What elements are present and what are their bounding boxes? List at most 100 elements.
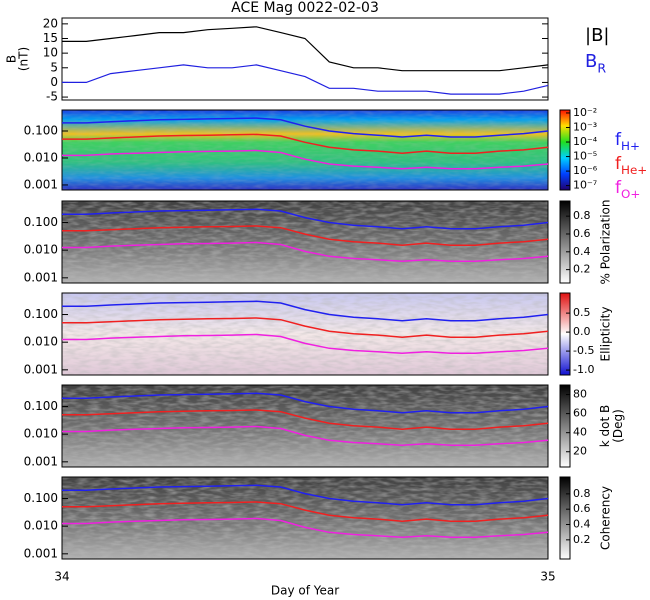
frequency-line	[62, 425, 549, 446]
y-tick-label: 0.010	[24, 150, 58, 164]
plot-frame	[61, 292, 549, 376]
colorbar-tick-label: 10⁻⁷	[573, 179, 597, 192]
plot-frame	[61, 476, 549, 560]
legend-label: fO+	[615, 178, 640, 200]
legend-label: |B|	[585, 25, 609, 46]
colorbar-tick-label: 0.6	[573, 502, 591, 515]
colorbar-tick-label: 0.2	[573, 263, 591, 276]
frequency-line	[62, 392, 549, 414]
plot-frame	[61, 200, 549, 284]
y-tick-label: 0.010	[24, 427, 58, 441]
colorbar-label: (Deg)	[611, 409, 625, 443]
frequency-line	[62, 117, 549, 138]
colorbar-tick-label: 0.6	[573, 227, 591, 240]
spectrogram-texture	[62, 201, 548, 283]
legend-subscript: R	[597, 60, 606, 75]
y-tick-label: -5	[46, 90, 58, 104]
y-tick-label: 0.100	[24, 215, 58, 229]
y-tick-label: 15	[43, 31, 58, 45]
y-tick-label: 0.100	[24, 307, 58, 321]
colorbar-label: % Polarization	[599, 200, 613, 285]
colorbar-tick-label: 10⁻⁴	[573, 135, 598, 148]
colorbar-tick-label: 0.8	[573, 487, 591, 500]
spectrogram-texture	[62, 477, 548, 559]
y-tick-label: 0.001	[24, 546, 58, 560]
frequency-line	[62, 300, 549, 322]
frequency-line	[62, 241, 549, 262]
frequency-line	[62, 517, 549, 538]
y-tick-label: 0.010	[24, 335, 58, 349]
y-tick-label: 0.001	[24, 362, 58, 376]
y-tick-label: 20	[43, 16, 58, 30]
frequency-line	[62, 333, 549, 354]
spectrogram-texture	[62, 385, 548, 467]
colorbar-tick-label: 10⁻⁵	[573, 150, 597, 163]
legend-label: fH+	[615, 130, 640, 152]
series-line	[62, 64, 549, 95]
y-tick-label: 5	[50, 60, 58, 74]
colorbar-tick-label: -1.0	[573, 363, 594, 376]
y-tick-label: 0.100	[24, 399, 58, 413]
chart-title: ACE Mag 0022-02-03	[231, 0, 379, 16]
frequency-line	[62, 133, 549, 154]
frequency-line	[62, 208, 549, 230]
y-tick-label: 10	[43, 46, 58, 60]
x-axis-label: Day of Year	[271, 584, 339, 598]
legend-name: f	[615, 130, 622, 150]
colorbar-tick-label: 0.2	[573, 533, 591, 546]
frequency-line	[62, 149, 549, 170]
frequency-line	[62, 225, 549, 247]
legend-name: |B|	[585, 25, 609, 46]
colorbar	[559, 292, 571, 376]
legend-subscript: He+	[621, 162, 647, 176]
colorbar-label: Ellipticity	[599, 307, 613, 362]
colorbar-tick-label: 10⁻²	[573, 106, 597, 119]
spectrogram-texture	[62, 110, 548, 190]
legend-label: BR	[585, 51, 606, 75]
legend-name: B	[585, 51, 597, 72]
y-tick-label: 0.001	[24, 270, 58, 284]
colorbar-tick-label: 80	[573, 388, 587, 401]
spectrogram-texture	[62, 293, 548, 375]
series-line	[62, 26, 549, 72]
y-axis-label: (nT)	[17, 47, 31, 71]
x-tick-label: 34	[54, 570, 69, 584]
y-tick-label: 0.010	[24, 519, 58, 533]
colorbar-label: k dot B	[598, 405, 612, 447]
legend-subscript: H+	[621, 138, 640, 152]
y-tick-label: 0.010	[24, 243, 58, 257]
colorbar-tick-label: 10⁻³	[573, 120, 597, 133]
colorbar-tick-label: 60	[573, 407, 587, 420]
y-tick-label: 0.100	[24, 491, 58, 505]
colorbar-tick-label: 10⁻⁶	[573, 164, 598, 177]
colorbar	[559, 384, 571, 468]
y-tick-label: 0.001	[24, 454, 58, 468]
frequency-line	[62, 484, 549, 506]
y-tick-label: 0.100	[24, 123, 58, 137]
legend-subscript: O+	[621, 186, 640, 200]
x-tick-label: 35	[540, 570, 555, 584]
y-axis-label: B	[5, 55, 19, 63]
frequency-line	[62, 501, 549, 523]
colorbar-tick-label: -0.5	[573, 344, 594, 357]
y-tick-label: 0.001	[24, 177, 58, 191]
colorbar-tick-label: 0.4	[573, 518, 591, 531]
colorbar-tick-label: 40	[573, 426, 587, 439]
y-tick-label: 0	[50, 75, 58, 89]
colorbar	[559, 476, 571, 560]
colorbar-tick-label: 0.4	[573, 245, 591, 258]
colorbar-tick-label: 0.5	[573, 306, 591, 319]
plot-frame	[61, 17, 549, 101]
legend-name: f	[615, 154, 622, 174]
frequency-line	[62, 409, 549, 431]
colorbar-tick-label: 20	[573, 445, 587, 458]
plot-frame	[61, 384, 549, 468]
colorbar-label: Coherency	[599, 486, 613, 550]
colorbar	[559, 109, 571, 191]
legend-name: f	[615, 178, 622, 198]
colorbar-tick-label: 0.0	[573, 325, 591, 338]
legend-label: fHe+	[615, 154, 647, 176]
frequency-line	[62, 317, 549, 339]
colorbar	[559, 200, 571, 284]
